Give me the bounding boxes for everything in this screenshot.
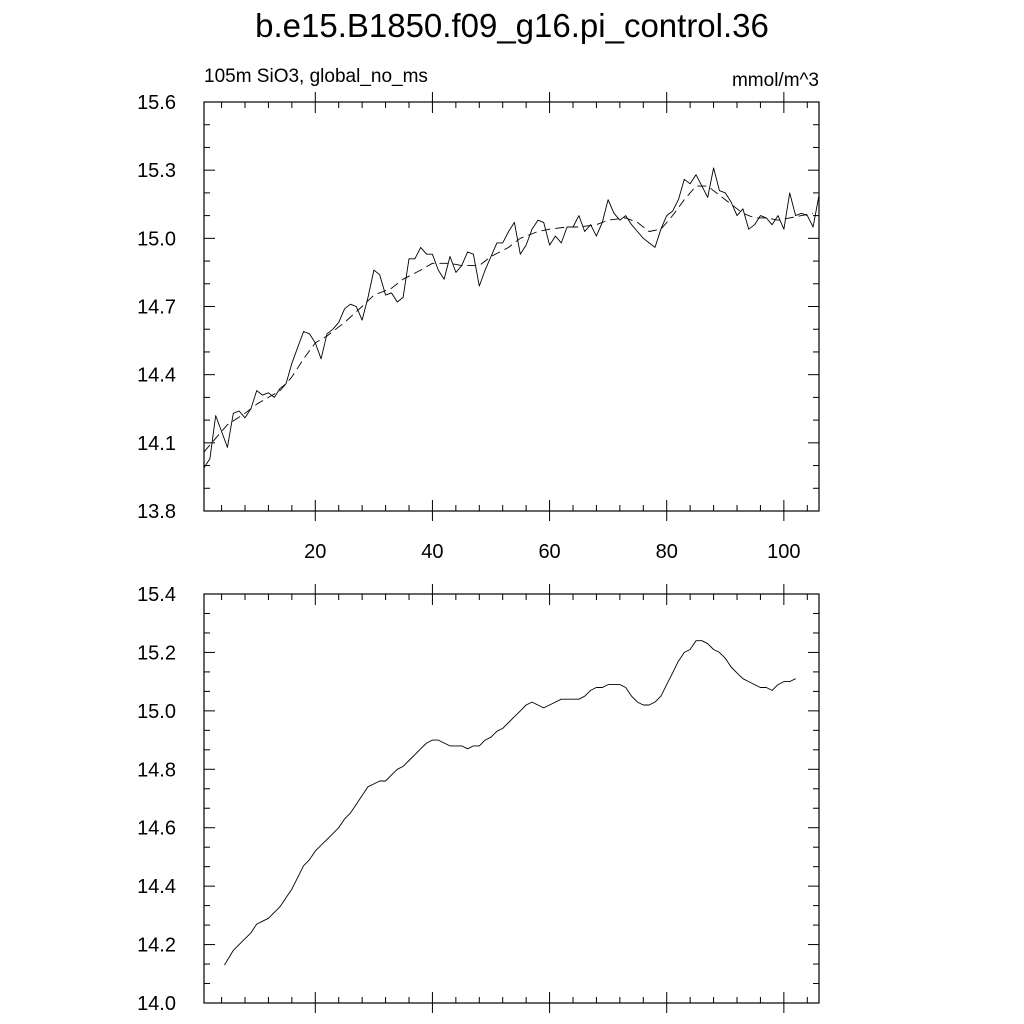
y-tick-label: 15.0 [137, 701, 176, 723]
y-tick-label: 14.1 [137, 433, 176, 455]
y-tick-label: 14.4 [137, 876, 176, 898]
page-title: b.e15.B1850.f09_g16.pi_control.36 [255, 7, 769, 44]
y-tick-label: 13.8 [137, 501, 176, 523]
y-tick-label: 14.0 [137, 993, 176, 1015]
x-tick-label: 20 [304, 541, 326, 563]
y-tick-label: 14.6 [137, 818, 176, 840]
y-tick-label: 15.2 [137, 642, 176, 664]
data-series-line [224, 640, 796, 966]
top-panel: 105m SiO3, global_no_ms mmol/m^3 20 40 60 8… [137, 66, 820, 563]
y-tick-label: 14.4 [137, 365, 176, 387]
x-tick-label: 80 [656, 541, 678, 563]
y-tick-label: 14.8 [137, 759, 176, 781]
x-tick-label: 40 [421, 541, 443, 563]
plot-frame [203, 593, 820, 1004]
y-tick-label: 15.0 [137, 228, 176, 250]
x-tick-label: 100 [767, 541, 800, 563]
y-tick-label: 14.2 [137, 935, 176, 957]
subtitle-right-units: mmol/m^3 [732, 70, 819, 91]
x-tick-label: 60 [538, 541, 560, 563]
y-tick-label: 15.4 [137, 584, 176, 606]
data-series-line [203, 167, 820, 469]
y-tick-label: 15.6 [137, 92, 176, 114]
plot-frame [203, 101, 820, 512]
y-tick-label: 15.3 [137, 160, 176, 182]
bottom-panel: 14.0 14.2 14.4 14.6 14.8 15.0 15.2 15.4 [137, 584, 820, 1015]
y-tick-label: 14.7 [137, 297, 176, 319]
smoothed-series-line [203, 185, 814, 453]
subtitle-left: 105m SiO3, global_no_ms [204, 66, 428, 87]
